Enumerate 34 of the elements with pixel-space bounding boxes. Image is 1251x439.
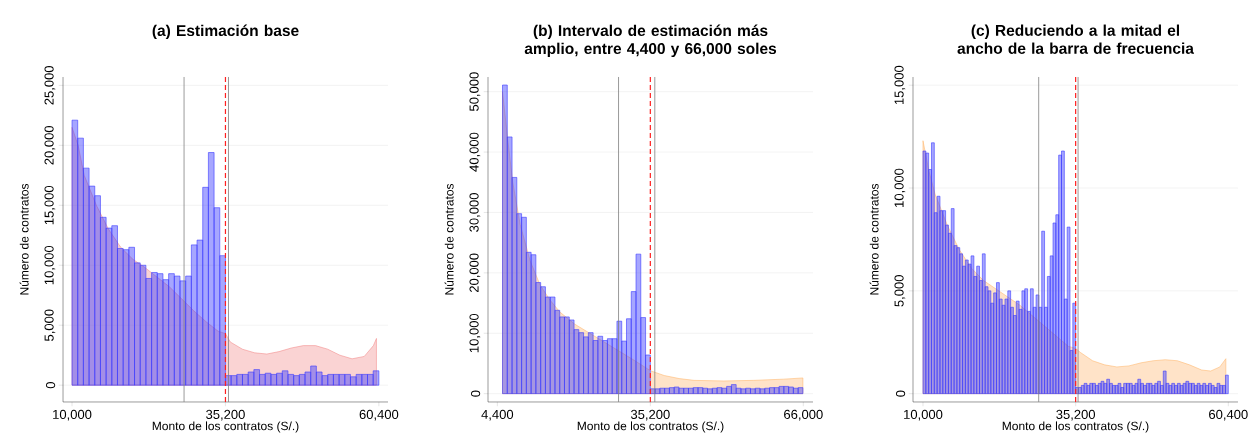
x-axis-title: Monto de los contratos (S/.) bbox=[152, 421, 299, 433]
x-tick-label: 66,000 bbox=[784, 409, 823, 421]
y-tick-label: 15,000 bbox=[44, 185, 56, 225]
y-tick-label: 0 bbox=[895, 390, 906, 397]
y-tick-label: 0 bbox=[471, 390, 481, 397]
x-axis-title: Monto de los contratos (S/.) bbox=[577, 421, 724, 433]
y-tick-label: 20,000 bbox=[44, 125, 56, 165]
x-tick-label: 4,400 bbox=[481, 409, 514, 421]
y-axis-title: Número de contratos bbox=[869, 183, 879, 295]
y-tick-label: 15,000 bbox=[894, 65, 906, 105]
y-tick-label: 5,000 bbox=[44, 309, 56, 341]
chart-title: (c) Reduciendo a la mitad el ancho de la barra de frecuencia bbox=[957, 24, 1195, 54]
y-axis-title: Número de contratos bbox=[444, 183, 454, 295]
y-tick-label: 50,000 bbox=[469, 72, 481, 112]
x-tick-label: 10,000 bbox=[904, 409, 943, 421]
y-tick-label: 10,000 bbox=[894, 168, 906, 207]
y-tick-label: 40,000 bbox=[469, 132, 481, 172]
y-tick-label: 10,000 bbox=[469, 313, 481, 353]
y-tick-label: 0 bbox=[46, 382, 56, 389]
chart-title: (a) Estimación base bbox=[152, 24, 299, 40]
x-axis-title: Monto de los contratos (S/.) bbox=[1002, 421, 1149, 433]
y-tick-label: 5,000 bbox=[894, 275, 906, 307]
x-tick-label: 60,400 bbox=[1209, 409, 1248, 421]
y-tick-label: 30,000 bbox=[469, 193, 481, 232]
x-tick-label: 35,200 bbox=[206, 409, 245, 421]
x-tick-label: 10,000 bbox=[53, 409, 92, 421]
y-axis-title: Número de contratos bbox=[19, 183, 29, 295]
x-tick-label: 35,200 bbox=[1056, 409, 1096, 421]
y-tick-label: 10,000 bbox=[44, 245, 56, 285]
x-tick-label: 35,200 bbox=[630, 409, 670, 421]
chart-title: (b) Intervalo de estimación más amplio, entre 4,400 y 66,000 soles bbox=[524, 24, 777, 58]
y-tick-label: 25,000 bbox=[44, 66, 56, 105]
y-tick-label: 20,000 bbox=[469, 253, 481, 293]
x-tick-label: 60,400 bbox=[359, 409, 399, 421]
